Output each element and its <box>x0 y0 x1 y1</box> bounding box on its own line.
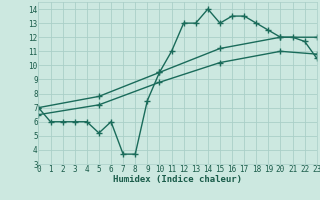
X-axis label: Humidex (Indice chaleur): Humidex (Indice chaleur) <box>113 175 242 184</box>
